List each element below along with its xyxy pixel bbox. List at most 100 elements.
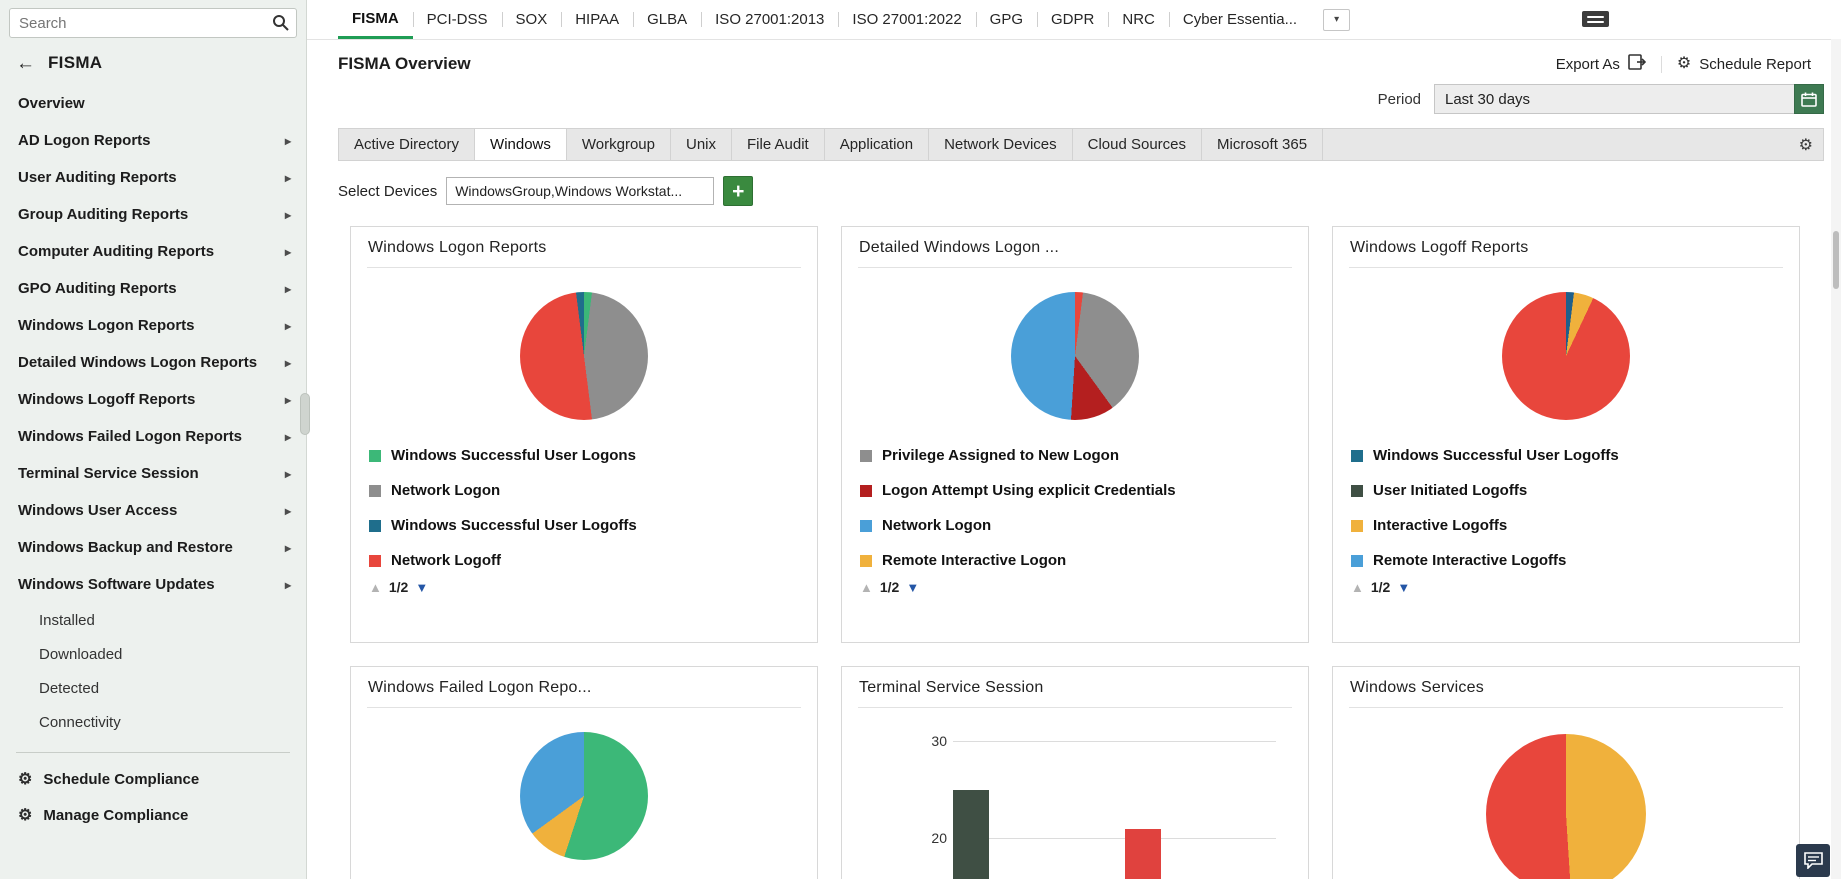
sidebar-subitem-connectivity[interactable]: Connectivity: [39, 713, 121, 731]
legend-item[interactable]: Network Logoff: [369, 543, 799, 578]
device-tab-unix[interactable]: Unix: [671, 129, 732, 160]
sidebar-item-windows-logoff-reports[interactable]: Windows Logoff Reports ▸: [0, 381, 306, 418]
legend-item[interactable]: Logon Attempt Using explicit Credentials: [860, 473, 1290, 508]
search-input[interactable]: [9, 8, 297, 38]
sidebar-item-detailed-windows-logon-reports[interactable]: Detailed Windows Logon Reports ▸: [0, 344, 306, 381]
tab-gpg[interactable]: GPG: [975, 0, 1037, 39]
card-pager: ▲ 1/2 ▼: [367, 579, 801, 595]
legend-swatch: [369, 484, 381, 497]
tab-iso-27001-2013[interactable]: ISO 27001:2013: [701, 0, 838, 39]
legend-swatch: [860, 449, 872, 462]
sidebar-item-terminal-service-session[interactable]: Terminal Service Session ▸: [0, 455, 306, 492]
app-menu-icon[interactable]: [1582, 11, 1609, 27]
page-title: FISMA Overview: [338, 54, 471, 73]
period-select[interactable]: Last 30 days: [1434, 84, 1824, 114]
sidebar-item-user-auditing-reports[interactable]: User Auditing Reports ▸: [0, 159, 306, 196]
sidebar-subitem-installed[interactable]: Installed: [39, 611, 95, 629]
sidebar-item-ad-logon-reports[interactable]: AD Logon Reports ▸: [0, 122, 306, 159]
device-tab-application[interactable]: Application: [825, 129, 930, 160]
pie-chart[interactable]: [1502, 292, 1630, 420]
sidebar-item-schedule-compliance[interactable]: ⚙ Schedule Compliance: [0, 761, 306, 797]
sidebar-item-windows-backup-and-restore[interactable]: Windows Backup and Restore ▸: [0, 529, 306, 566]
page-down-icon[interactable]: ▼: [906, 579, 920, 595]
chevron-right-icon: ▸: [284, 170, 291, 185]
sidebar-item-group-auditing-reports[interactable]: Group Auditing Reports ▸: [0, 196, 306, 233]
sidebar-item-windows-logon-reports[interactable]: Windows Logon Reports ▸: [0, 307, 306, 344]
sidebar-item-windows-failed-logon-reports[interactable]: Windows Failed Logon Reports ▸: [0, 418, 306, 455]
cards-grid: Windows Logon Reports Windows Successful …: [350, 226, 1810, 879]
device-filter-input[interactable]: [446, 177, 715, 205]
legend-item[interactable]: Privilege Assigned to New Logon: [860, 438, 1290, 473]
sidebar-item-label: Computer Auditing Reports: [18, 243, 215, 260]
device-tab-microsoft-365[interactable]: Microsoft 365: [1202, 129, 1324, 160]
card-pager: ▲ 1/2 ▼: [1349, 579, 1783, 595]
sidebar-collapse-handle[interactable]: [300, 393, 310, 435]
sidebar-item-manage-compliance[interactable]: ⚙ Manage Compliance: [0, 797, 306, 833]
legend-label: Windows Successful User Logons: [391, 447, 636, 464]
bar[interactable]: [952, 789, 989, 879]
legend-item[interactable]: Windows Successful User Logons: [369, 438, 799, 473]
scrollbar-thumb[interactable]: [1833, 231, 1839, 289]
legend-item[interactable]: Network Logon: [860, 508, 1290, 543]
sidebar-item-overview[interactable]: Overview: [0, 85, 306, 122]
pie-chart[interactable]: [520, 732, 648, 860]
card-body: Windows Successful User Logoffs User Init…: [1349, 292, 1783, 595]
tab-iso-27001-2022[interactable]: ISO 27001:2022: [838, 0, 975, 39]
page-down-icon[interactable]: ▼: [1397, 579, 1411, 595]
tab-nrc[interactable]: NRC: [1108, 0, 1169, 39]
card-body: [367, 732, 801, 860]
tab-fisma[interactable]: FISMA: [338, 0, 413, 39]
legend-label: Privilege Assigned to New Logon: [882, 447, 1119, 464]
chevron-right-icon: ▸: [284, 540, 291, 555]
manage-compliance-gear-icon: ⚙: [18, 807, 33, 824]
legend-item[interactable]: Windows Successful User Logoffs: [369, 508, 799, 543]
tab-cyber-essentia[interactable]: Cyber Essentia...: [1168, 0, 1311, 39]
sidebar-subitem-detected[interactable]: Detected: [39, 679, 100, 697]
page-up-icon[interactable]: ▲: [1351, 579, 1364, 595]
legend-swatch: [369, 449, 381, 462]
legend-item[interactable]: Remote Interactive Logoffs: [1351, 543, 1781, 578]
bar[interactable]: [1124, 828, 1161, 879]
device-tab-network-devices[interactable]: Network Devices: [929, 129, 1073, 160]
page-up-icon[interactable]: ▲: [860, 579, 873, 595]
legend-item[interactable]: Windows Successful User Logoffs: [1351, 438, 1781, 473]
device-tab-cloud-sources[interactable]: Cloud Sources: [1073, 129, 1203, 160]
tab-overflow-button[interactable]: ▾: [1323, 8, 1351, 31]
tab-pci-dss[interactable]: PCI-DSS: [412, 0, 502, 39]
card-title-bar: Windows Services: [1349, 667, 1783, 708]
add-device-button[interactable]: +: [723, 176, 754, 206]
device-tab-active-directory[interactable]: Active Directory: [339, 129, 476, 160]
sidebar-item-computer-auditing-reports[interactable]: Computer Auditing Reports ▸: [0, 233, 306, 270]
device-tab-file-audit[interactable]: File Audit: [732, 129, 825, 160]
schedule-report-button[interactable]: ⚙ Schedule Report: [1677, 56, 1811, 73]
device-tab-windows[interactable]: Windows: [475, 129, 567, 160]
chevron-right-icon: ▸: [284, 466, 291, 481]
card-title-bar: Windows Logon Reports: [367, 227, 801, 268]
page-down-icon[interactable]: ▼: [415, 579, 429, 595]
back-icon[interactable]: ←: [16, 52, 35, 74]
device-tab-workgroup[interactable]: Workgroup: [567, 129, 671, 160]
sidebar-subitem-downloaded[interactable]: Downloaded: [39, 645, 123, 663]
tab-gdpr[interactable]: GDPR: [1037, 0, 1108, 39]
feedback-chat-button[interactable]: [1796, 844, 1830, 877]
sidebar-item-windows-software-updates[interactable]: Windows Software Updates ▸: [0, 566, 306, 603]
pie-chart[interactable]: [1486, 734, 1646, 879]
legend-item[interactable]: Network Logon: [369, 473, 799, 508]
vertical-scrollbar[interactable]: [1831, 39, 1841, 879]
legend-item[interactable]: User Initiated Logoffs: [1351, 473, 1781, 508]
export-as-button[interactable]: Export As: [1556, 54, 1647, 74]
calendar-icon[interactable]: [1794, 84, 1824, 114]
tab-glba[interactable]: GLBA: [633, 0, 701, 39]
pie-chart[interactable]: [1011, 292, 1139, 420]
page-up-icon[interactable]: ▲: [369, 579, 382, 595]
search-icon[interactable]: [272, 14, 289, 36]
tab-sox[interactable]: SOX: [501, 0, 562, 39]
legend-item[interactable]: Interactive Logoffs: [1351, 508, 1781, 543]
tab-hipaa[interactable]: HIPAA: [561, 0, 633, 39]
dashboard-settings-gear-icon[interactable]: ⚙: [1798, 136, 1813, 154]
sidebar-item-windows-user-access[interactable]: Windows User Access ▸: [0, 492, 306, 529]
pie-chart[interactable]: [520, 292, 648, 420]
legend-item[interactable]: Remote Interactive Logon: [860, 543, 1290, 578]
period-label: Period: [1377, 90, 1421, 108]
sidebar-item-gpo-auditing-reports[interactable]: GPO Auditing Reports ▸: [0, 270, 306, 307]
